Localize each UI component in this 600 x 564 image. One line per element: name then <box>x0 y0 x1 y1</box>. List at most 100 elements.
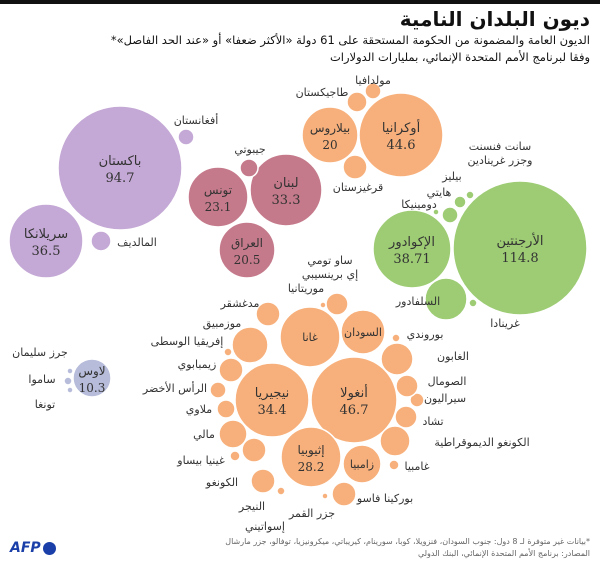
bubble-g1-2 <box>218 221 276 279</box>
country-label: طاجيكستان <box>296 86 349 99</box>
bubble-value: 38.71 <box>393 252 430 267</box>
afp-logo-text: AFP <box>10 540 41 556</box>
bubble-g5-1 <box>66 367 74 375</box>
country-label: الكونغو الديموقراطية <box>434 436 529 449</box>
bubble-label: الأرجنتين <box>496 232 543 249</box>
bubble-g0-0 <box>57 105 183 231</box>
country-label: قرغيزستان <box>333 181 383 194</box>
country-label: مدغشقر <box>220 297 260 310</box>
bubble-label: نيجيريا <box>255 386 290 401</box>
footnote-sources: المصادر: برنامج الأمم المتحدة الإنمائي، … <box>417 549 590 558</box>
country-label: السلفادور <box>395 295 440 308</box>
country-label: هايتي <box>427 186 452 199</box>
bubble-value: 44.6 <box>387 138 416 153</box>
country-label: الغابون <box>437 350 469 363</box>
bubble-g4-6 <box>325 292 349 316</box>
bubble-value: 46.7 <box>340 403 369 418</box>
country-label: الصومال <box>428 375 467 388</box>
bubble-g4-4 <box>280 426 342 488</box>
bubble-g2-1 <box>301 106 359 164</box>
bubble-g3-2 <box>424 277 468 321</box>
bubble-g2-2 <box>346 91 368 113</box>
country-label: زامبيا <box>350 458 374 471</box>
bubble-g4-23 <box>394 405 418 429</box>
bubble-label: بيلاروس <box>310 121 350 136</box>
country-label: إي برينسيبي <box>302 268 358 281</box>
bubble-g4-10 <box>223 347 233 357</box>
country-label: موريتانيا <box>288 282 324 295</box>
bubble-g3-5 <box>453 195 467 209</box>
country-label: تشاد <box>422 415 443 428</box>
bubble-g3-6 <box>465 190 475 200</box>
bubble-g4-12 <box>209 381 227 399</box>
country-label: موزمبيق <box>203 317 242 331</box>
bubble-g4-8 <box>255 301 281 327</box>
bubble-g1-0 <box>249 153 323 227</box>
afp-logo-dot <box>42 541 56 555</box>
bubble-g4-5 <box>342 444 382 484</box>
afp-logo: AFP <box>10 540 56 556</box>
bubble-g4-17 <box>250 468 276 494</box>
bubble-value: 10.3 <box>79 381 106 395</box>
bubble-g4-19 <box>321 492 329 500</box>
country-label: أفغانستان <box>174 113 219 127</box>
country-label: غرينادا <box>490 317 520 330</box>
bubble-g2-3 <box>364 82 382 100</box>
bubble-g3-4 <box>441 206 459 224</box>
country-label: غامبيا <box>405 460 430 473</box>
bubble-g4-26 <box>380 342 414 376</box>
bubble-g4-13 <box>216 399 236 419</box>
bubble-g2-4 <box>342 154 368 180</box>
bubble-g4-3 <box>340 309 386 355</box>
bubble-g3-0 <box>452 180 588 316</box>
bubble-value: 20.5 <box>234 253 261 267</box>
country-label: جيبوتي <box>234 143 265 156</box>
bubble-value: 20 <box>322 138 337 152</box>
bubble-g4-11 <box>218 357 244 383</box>
country-label: الكونغو <box>205 476 238 489</box>
bubble-label: الإكوادور <box>388 235 435 250</box>
country-label: السودان <box>344 326 382 339</box>
country-label: النيجر <box>238 500 265 513</box>
country-label: دومينيكا <box>401 198 437 211</box>
page-title: ديون البلدان النامية <box>399 7 590 31</box>
country-label: غينيا بيساو <box>176 454 225 467</box>
bubble-g3-1 <box>372 209 452 289</box>
country-label: غانا <box>302 331 318 344</box>
country-label: بوركينا فاسو <box>356 492 413 505</box>
bubble-label: باكستان <box>99 154 142 169</box>
bubble-label: العراق <box>231 236 263 251</box>
country-label: مولدافيا <box>355 74 391 87</box>
country-label: جرز سليمان <box>12 346 68 359</box>
bubble-value: 36.5 <box>32 244 61 259</box>
country-label: وجزر غرينادين <box>468 154 533 167</box>
bubble-g5-0 <box>72 358 112 398</box>
subtitle-line-2: وفقا لبرنامج الأمم المتحدة الإنمائي، بمل… <box>329 50 590 64</box>
country-label: الرأس الأخضر <box>142 381 207 395</box>
bubble-g4-22 <box>379 425 411 457</box>
bubble-value: 23.1 <box>205 200 232 214</box>
bubble-label: تونس <box>204 183 232 198</box>
bubble-label: أوكرانيا <box>382 119 420 136</box>
country-label: بوروندي <box>407 328 444 341</box>
bubble-value: 28.2 <box>298 460 325 474</box>
country-label: إفريقيا الوسطى <box>151 335 224 348</box>
bubble-g3-7 <box>432 208 440 216</box>
bubble-g4-1 <box>234 362 310 438</box>
bubble-label: أنغولا <box>340 384 368 401</box>
country-label: تونغا <box>35 398 55 411</box>
bubble-g4-9 <box>231 326 269 364</box>
bubble-value: 34.4 <box>258 403 287 418</box>
top-bar <box>0 0 600 4</box>
bubble-g1-3 <box>239 158 259 178</box>
bubble-label: لبنان <box>273 176 298 191</box>
bubble-g4-18 <box>276 486 286 496</box>
footnote-note: *بيانات غير متوفرة لـ 8 دول: جنوب السودا… <box>225 537 590 546</box>
bubble-g3-3 <box>468 298 478 308</box>
subtitle-line-1: الديون العامة والمضمونة من الحكومة المست… <box>110 33 590 47</box>
bubble-label: سريلانكا <box>24 227 68 242</box>
country-label: مالي <box>193 428 215 441</box>
bubble-g4-14 <box>218 419 248 449</box>
bubble-g4-27 <box>391 333 401 343</box>
